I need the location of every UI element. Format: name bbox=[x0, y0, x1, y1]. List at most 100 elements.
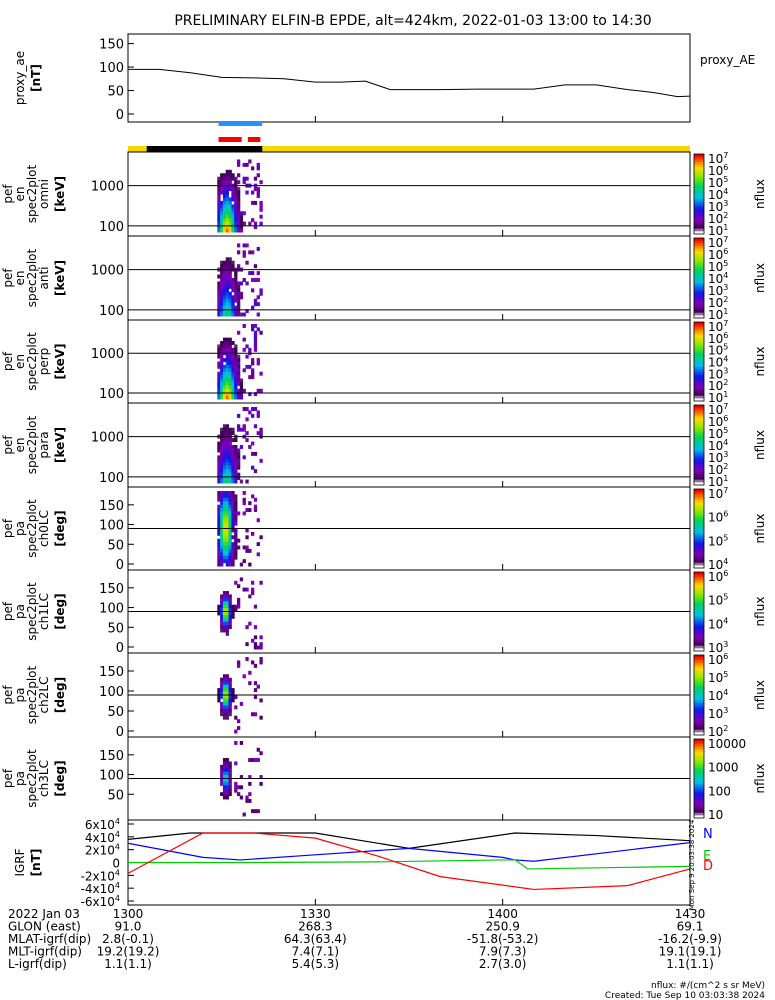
ylabel-line: spec2plot bbox=[25, 248, 39, 307]
fast-survey-bar bbox=[218, 121, 263, 126]
ylabel-line: [keV] bbox=[53, 260, 67, 296]
colorbar-swatch bbox=[694, 369, 704, 373]
heatmap-cell bbox=[220, 354, 224, 359]
heatmap-cell bbox=[253, 187, 258, 192]
heatmap-cell bbox=[236, 354, 241, 359]
heatmap-cell bbox=[253, 330, 258, 335]
heatmap-cell bbox=[222, 187, 227, 192]
heatmap-cell bbox=[259, 698, 263, 703]
heatmap-cell bbox=[225, 312, 230, 317]
heatmap-cell bbox=[228, 611, 232, 616]
heatmap-cell bbox=[228, 768, 232, 773]
heatmap-cell bbox=[222, 621, 227, 626]
colorbar-tick-label: 106 bbox=[708, 569, 728, 584]
heatmap-cell bbox=[234, 695, 238, 699]
heatmap-cell bbox=[228, 504, 232, 509]
heatmap-cell bbox=[228, 278, 232, 282]
footer-units: nflux: #/(cm^2 s sr MeV) bbox=[651, 981, 765, 991]
xaxis-row-label: MLAT-igrf(dip) bbox=[8, 932, 91, 946]
heatmap-cell bbox=[225, 462, 230, 467]
colorbar-label: nflux bbox=[753, 347, 767, 377]
colorbar-swatch bbox=[694, 676, 704, 680]
heatmap-cell bbox=[253, 221, 258, 226]
colorbar-swatch bbox=[694, 315, 704, 319]
heatmap-cell bbox=[228, 771, 232, 776]
heatmap-cell bbox=[242, 491, 246, 495]
heatmap-cell bbox=[242, 324, 246, 328]
ylabel-line: pef bbox=[1, 351, 15, 371]
heatmap-cell bbox=[248, 798, 252, 803]
heatmap-cell bbox=[228, 260, 232, 265]
heatmap-cell bbox=[236, 228, 241, 233]
heatmap-cell bbox=[228, 228, 232, 233]
heatmap-cell bbox=[220, 521, 224, 526]
colorbar-swatch bbox=[694, 415, 704, 419]
heatmap-cell bbox=[225, 695, 230, 699]
heatmap-cell bbox=[234, 469, 238, 474]
heatmap-cell bbox=[228, 538, 232, 543]
colorbar-tick-label: 105 bbox=[708, 593, 728, 608]
ylabel-line: spec2plot bbox=[25, 164, 39, 223]
heatmap-cell bbox=[234, 438, 238, 443]
heatmap-cell bbox=[231, 604, 235, 609]
ytick-label: 100 bbox=[99, 519, 124, 534]
heatmap-cell bbox=[239, 479, 244, 484]
colorbar-swatch bbox=[694, 616, 704, 620]
colorbar-swatch bbox=[694, 248, 704, 252]
heatmap-cell bbox=[225, 173, 230, 178]
heatmap-cell bbox=[234, 309, 238, 314]
heatmap-cell bbox=[220, 712, 224, 717]
heatmap-cell bbox=[245, 260, 249, 265]
colorbar-swatch bbox=[694, 329, 704, 334]
colorbar-swatch bbox=[694, 499, 704, 503]
heatmap-cell bbox=[220, 173, 224, 178]
heatmap-cell bbox=[251, 375, 255, 380]
heatmap-cell bbox=[234, 462, 238, 467]
ytick-label: 150 bbox=[99, 499, 124, 514]
heatmap-cell bbox=[217, 476, 221, 481]
heatmap-cell bbox=[222, 531, 227, 536]
ylabel-line: pa bbox=[13, 771, 27, 786]
colorbar-swatch bbox=[694, 533, 704, 537]
heatmap-cell bbox=[231, 691, 235, 696]
heatmap-cell bbox=[217, 491, 221, 495]
heatmap-cell bbox=[217, 479, 221, 484]
heatmap-cell bbox=[259, 645, 263, 650]
heatmap-cell bbox=[228, 257, 232, 262]
heatmap-cell bbox=[245, 243, 249, 248]
heatmap-cell bbox=[220, 535, 224, 540]
heatmap-cell bbox=[236, 427, 241, 432]
heatmap-cell bbox=[220, 176, 224, 181]
ylabel-line: elb bbox=[0, 602, 3, 620]
heatmap-cell bbox=[228, 337, 232, 342]
heatmap-cell bbox=[225, 375, 230, 380]
heatmap-cell bbox=[231, 361, 235, 366]
heatmap-cell bbox=[228, 169, 232, 174]
heatmap-cell bbox=[222, 628, 227, 633]
heatmap-cell bbox=[222, 278, 227, 282]
heatmap-cell bbox=[222, 491, 227, 495]
colorbar-swatch bbox=[694, 243, 704, 247]
heatmap-cell bbox=[220, 378, 224, 383]
heatmap-cell bbox=[231, 608, 235, 612]
colorbar-swatch bbox=[694, 461, 704, 465]
heatmap-cell bbox=[231, 214, 235, 219]
heatmap-cell bbox=[222, 625, 227, 630]
colorbar-swatch bbox=[694, 665, 704, 669]
heatmap-cell bbox=[222, 225, 227, 230]
heatmap-cell bbox=[251, 288, 255, 293]
heatmap-cell bbox=[253, 508, 258, 512]
colorbar-tick-exponent: 7 bbox=[723, 319, 728, 328]
colorbar-swatch bbox=[694, 210, 704, 214]
colorbar-tick-label: 1000 bbox=[708, 761, 739, 775]
heatmap-cell bbox=[234, 298, 238, 303]
heatmap-cell bbox=[217, 381, 221, 386]
heatmap-cell bbox=[231, 525, 235, 529]
heatmap-cell bbox=[239, 211, 244, 216]
heatmap-cell bbox=[220, 207, 224, 212]
heatmap-cell bbox=[231, 260, 235, 265]
colorbar-swatch bbox=[694, 668, 704, 672]
heatmap-cell bbox=[234, 291, 238, 296]
ylabel-line: [nT] bbox=[29, 64, 43, 92]
heatmap-cell bbox=[228, 479, 232, 484]
